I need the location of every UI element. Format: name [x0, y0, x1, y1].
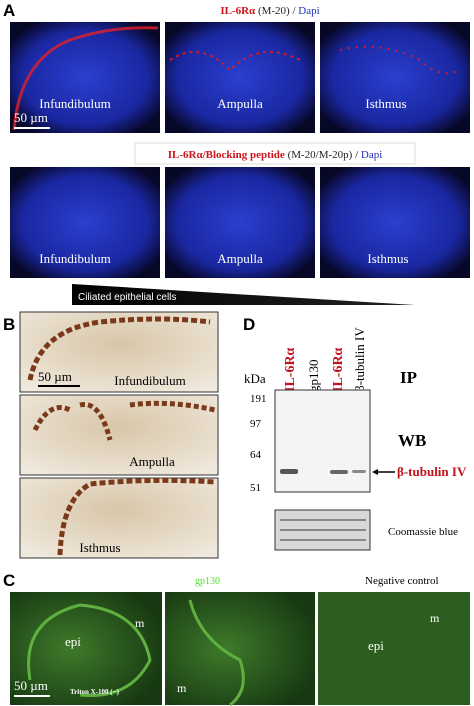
blot — [274, 389, 371, 493]
image-label: Isthmus — [79, 540, 120, 555]
panel-label: B — [3, 315, 15, 334]
loading-bands — [280, 519, 366, 541]
band-label: β-tubulin IV — [397, 464, 467, 479]
micrograph — [320, 22, 470, 133]
header-part: IL-6Rα — [220, 5, 256, 17]
band — [280, 469, 298, 474]
stain — [12, 26, 159, 131]
scale-label: 50 µm — [38, 369, 72, 384]
region-label: m — [135, 616, 145, 630]
region-label: epi — [368, 638, 384, 653]
image-label: Isthmus — [365, 96, 406, 111]
epithelium — [188, 599, 245, 706]
loading-label: Coomassie blue — [388, 526, 458, 538]
arrowhead — [372, 469, 378, 475]
micrograph — [318, 592, 470, 705]
panel-label: C — [3, 571, 15, 590]
epithelium — [27, 603, 152, 698]
panel-header: Negative control — [365, 575, 439, 587]
marker: 51 — [250, 482, 261, 494]
region-label: epi — [65, 634, 81, 649]
header-part: Dapi — [361, 149, 382, 161]
kda-label: kDa — [244, 371, 266, 386]
micrograph — [165, 22, 315, 133]
wb-label: WB — [398, 431, 426, 450]
stain — [57, 477, 216, 556]
image-label: Infundibulum — [39, 251, 111, 266]
micrograph — [165, 592, 315, 705]
header-part: (M-20/M-20p) / — [285, 149, 361, 161]
region-label: m — [430, 611, 440, 625]
stain — [32, 400, 216, 441]
micrograph — [19, 394, 219, 476]
lane-label: IL-6Rα — [331, 347, 346, 392]
fluorescence-row — [10, 167, 470, 278]
scale-label: 50 µm — [14, 678, 48, 693]
micrograph — [10, 22, 160, 133]
wedge-label: Ciliated epithelial cells — [78, 292, 176, 303]
band — [352, 470, 366, 473]
marker: 191 — [250, 393, 267, 405]
panel-header: IL-6Rα/Blocking peptide (M-20/M-20p) / D… — [168, 149, 383, 161]
lane-label: β-tubulin IV — [352, 327, 367, 392]
marker: 64 — [250, 449, 262, 461]
bands — [280, 469, 366, 474]
gradient-wedge — [72, 284, 415, 305]
stain — [169, 51, 301, 72]
header-part: /Blocking peptide — [202, 149, 285, 161]
header-part: Dapi — [298, 5, 319, 17]
stain — [339, 45, 461, 75]
ip-label: IP — [400, 368, 417, 387]
band — [330, 470, 348, 474]
micrograph — [10, 592, 162, 705]
micrograph — [10, 167, 160, 278]
micrograph — [165, 167, 315, 278]
marker: 97 — [250, 418, 262, 430]
scale-label: 50 µm — [14, 110, 48, 125]
micrograph — [19, 311, 219, 393]
micrograph — [19, 477, 219, 559]
header-part: (M-20) / — [255, 5, 298, 17]
ihc-images — [19, 311, 219, 559]
image-label: Ampulla — [129, 454, 175, 469]
image-label: Ampulla — [217, 251, 263, 266]
panel-header: gp130 — [195, 576, 220, 587]
stain — [27, 316, 211, 381]
image-label: Isthmus — [367, 251, 408, 266]
image-label: Ampulla — [217, 96, 263, 111]
lane-label: gp130 — [306, 360, 321, 393]
header-part: IL-6Rα — [168, 149, 204, 161]
gp130-images — [10, 592, 470, 706]
fluorescence-row — [10, 22, 470, 133]
panel-header: IL-6Rα (M-20) / Dapi — [220, 5, 319, 17]
region-label: m — [177, 681, 187, 695]
image-label: Infundibulum — [39, 96, 111, 111]
image-label: Infundibulum — [114, 373, 186, 388]
micrograph — [320, 167, 470, 278]
lane-label: IL-6Rα — [283, 347, 298, 392]
panel-label: A — [3, 1, 15, 20]
header-box — [134, 142, 416, 165]
condition-label: Triton X-100 (−) — [70, 688, 120, 696]
panel-label: D — [243, 315, 255, 334]
